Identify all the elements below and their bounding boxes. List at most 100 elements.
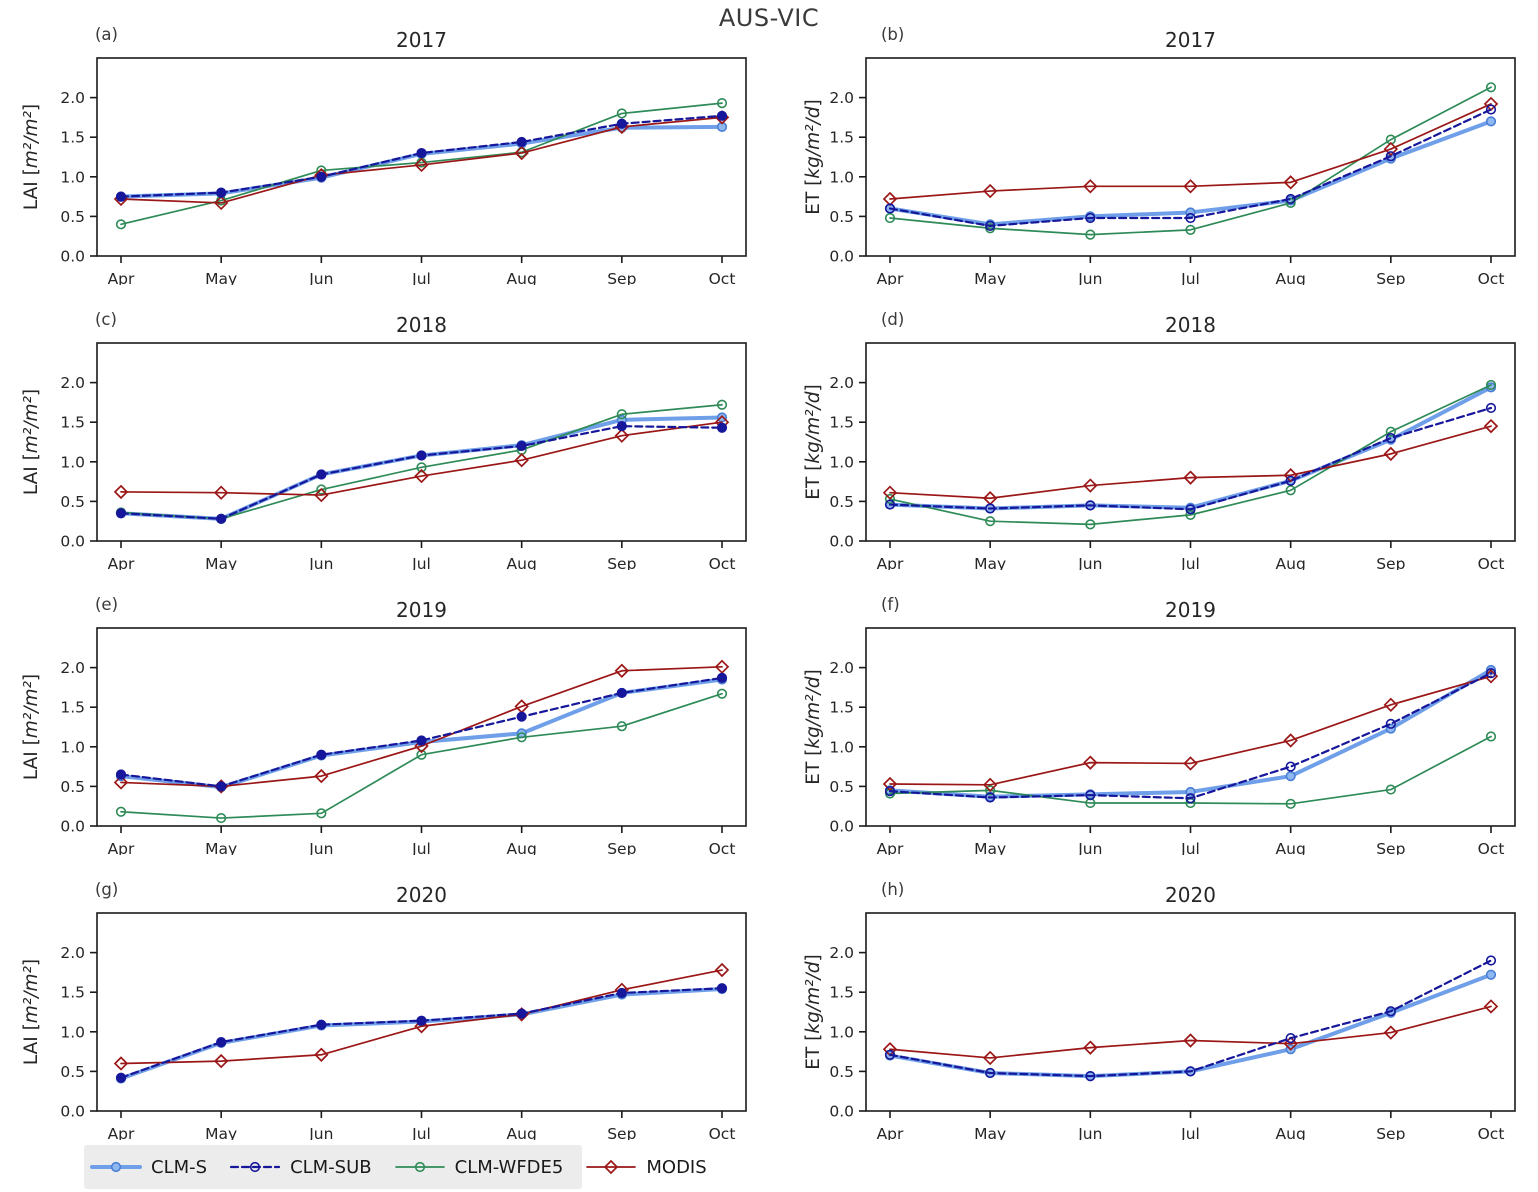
y-tick-label: 2.0 [829,944,854,962]
series-clm-sub [884,104,1497,232]
x-tick-label: Sep [1376,270,1405,285]
y-tick-label: 0.5 [60,778,85,796]
y-tick-label: 1.0 [60,453,85,471]
y-tick-label: 0.5 [829,493,854,511]
y-tick-label: 1.5 [829,699,854,717]
x-tick-label: May [205,270,237,285]
chart-title: 2018 [1165,313,1216,337]
x-tick-label: Oct [1478,1125,1505,1140]
chart-2017-et: (b) 2017 0.0 0.5 1.0 1.5 2.0 Apr May Jun Jul Aug Sep… [803,25,1516,285]
series-clm-sub [884,955,1497,1082]
x-tick-label: Oct [1478,840,1505,855]
y-tick-label: 1.0 [60,738,85,756]
series-modis [882,669,1499,793]
y-tick-label: 1.5 [829,984,854,1002]
y-tick-label: 0.0 [829,533,854,551]
series-clm-s [884,116,1497,230]
series-clm-wfde5 [884,379,1497,530]
y-tick-label: 1.5 [60,699,85,717]
x-tick-label: Jun [1077,270,1102,285]
y-tick-label: 0.0 [60,248,85,266]
series-clm-sub [115,421,728,524]
x-tick-label: Jun [308,1125,333,1140]
x-tick-label: Apr [877,840,904,855]
chart-grid: (a) 2017 0.0 0.5 1.0 1.5 2.0 Apr May Jun Jul Aug Sep… [0,0,1538,1140]
y-axis-label: LAI [m²/m²] [21,959,42,1065]
series-clm-wfde5 [115,688,728,824]
panel-label: (d) [881,310,904,329]
series-clm-s [115,674,728,793]
y-axis-label: ET [kg/m²/d] [803,669,824,784]
chart-2019-lai: (e) 2019 0.0 0.5 1.0 1.5 2.0 Apr May Jun Jul Aug Sep… [21,595,747,855]
x-tick-label: Aug [1276,1125,1306,1140]
series-clm-sub [884,402,1497,515]
x-tick-label: May [974,1125,1006,1140]
x-tick-label: Oct [709,555,736,570]
y-tick-label: 0.5 [829,1063,854,1081]
y-tick-label: 1.5 [60,414,85,432]
y-tick-label: 0.0 [829,248,854,266]
series-clm-sub [115,983,728,1083]
series-modis [882,999,1499,1066]
x-tick-label: Jun [308,555,333,570]
chart-title: 2019 [396,598,447,622]
y-axis-label: ET [kg/m²/d] [803,954,824,1069]
x-tick-label: May [974,270,1006,285]
panel-e: (e) 2019 0.0 0.5 1.0 1.5 2.0 Apr May Jun Jul Aug Sep… [0,570,769,855]
panel-a: (a) 2017 0.0 0.5 1.0 1.5 2.0 Apr May Jun Jul Aug Sep… [0,0,769,285]
x-tick-label: Apr [877,1125,904,1140]
legend-label: CLM-S [151,1156,208,1178]
legend-label: CLM-SUB [290,1156,372,1178]
x-tick-label: Apr [108,840,135,855]
series-modis [882,418,1499,506]
chart-title: 2020 [1165,883,1216,907]
y-tick-label: 2.0 [60,89,85,107]
x-tick-label: Aug [507,270,537,285]
x-tick-label: Aug [1276,270,1306,285]
series-clm-sub [115,672,728,792]
x-tick-label: Sep [1376,555,1405,570]
x-tick-label: May [205,555,237,570]
x-tick-label: Sep [607,270,636,285]
chart-title: 2019 [1165,598,1216,622]
series-clm-wfde5 [115,98,728,230]
panel-label: (a) [95,25,118,44]
x-tick-label: Jul [1180,270,1200,285]
y-tick-label: 1.0 [829,168,854,186]
y-axis-label: LAI [m²/m²] [21,674,42,780]
x-tick-label: Sep [1376,1125,1405,1140]
series-clm-s [115,983,728,1084]
legend-item-clm-s: CLM-S [84,1156,213,1178]
x-tick-label: Oct [709,840,736,855]
panel-label: (h) [881,880,904,899]
chart-title: 2017 [1165,28,1216,52]
y-tick-label: 0.5 [60,493,85,511]
panel-g: (g) 2020 0.0 0.5 1.0 1.5 2.0 Apr May Jun Jul Aug Sep… [0,855,769,1140]
series-clm-sub [884,668,1497,804]
chart-title: 2020 [396,883,447,907]
y-tick-label: 2.0 [829,659,854,677]
y-tick-label: 2.0 [60,944,85,962]
x-tick-label: Apr [877,270,904,285]
y-tick-label: 0.0 [60,533,85,551]
x-tick-label: Jun [1077,840,1102,855]
y-tick-label: 0.0 [60,818,85,836]
x-tick-label: Aug [507,1125,537,1140]
panel-b: (b) 2017 0.0 0.5 1.0 1.5 2.0 Apr May Jun Jul Aug Sep… [769,0,1538,285]
panel-h: (h) 2020 0.0 0.5 1.0 1.5 2.0 Apr May Jun Jul Aug Sep… [769,855,1538,1140]
x-tick-label: Sep [607,1125,636,1140]
x-tick-label: Apr [108,1125,135,1140]
panel-label: (g) [95,880,118,899]
x-tick-label: Oct [1478,270,1505,285]
x-tick-label: Jul [1180,555,1200,570]
chart-title: 2017 [396,28,447,52]
x-tick-label: Jul [411,555,431,570]
x-tick-label: Sep [1376,840,1405,855]
series-clm-s [884,664,1497,802]
y-axis-label: LAI [m²/m²] [21,104,42,210]
series-clm-sub [115,110,728,202]
legend-label: MODIS [646,1156,707,1178]
x-tick-label: Sep [607,555,636,570]
y-tick-label: 1.0 [829,738,854,756]
